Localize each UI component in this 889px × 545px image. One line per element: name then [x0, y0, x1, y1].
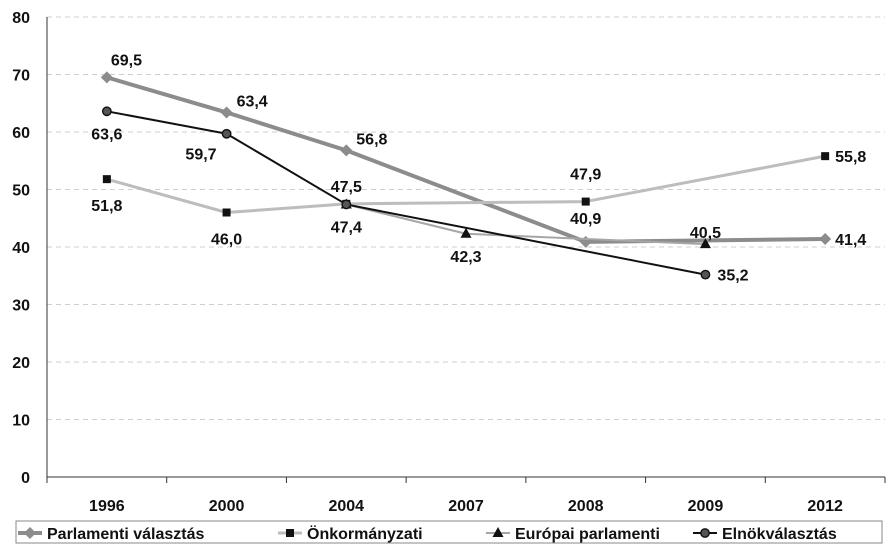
data-labels: 69,5 63,4 56,8 40,9 41,4 51,8 46,0 47,5 47,9 55,8…	[91, 52, 866, 284]
data-label: 42,3	[450, 249, 481, 266]
legend-item: Parlamenti választás	[18, 526, 205, 543]
data-point-marker	[581, 197, 590, 206]
data-point-marker	[699, 238, 711, 249]
data-point-marker	[222, 208, 231, 217]
data-label: 69,5	[111, 52, 142, 69]
data-label: 46,0	[211, 232, 242, 249]
legend-item: Önkormányzati	[278, 524, 423, 543]
legend: Parlamenti választás Önkormányzati Európai…	[15, 520, 883, 544]
legend-marker	[492, 527, 504, 537]
gridlines	[47, 16, 885, 420]
y-tick-label: 20	[12, 355, 30, 372]
data-label: 63,4	[237, 93, 268, 110]
series-Elnökválasztás	[101, 106, 711, 280]
data-point-marker	[460, 227, 472, 238]
data-label: 41,4	[835, 232, 866, 249]
legend-box	[15, 520, 883, 544]
data-label: 47,9	[570, 167, 601, 184]
data-label: 63,6	[91, 126, 122, 143]
series-line	[106, 154, 826, 214]
data-point-marker	[579, 235, 592, 248]
x-tick-label: 1996	[89, 498, 125, 515]
y-tick-label: 70	[12, 68, 30, 85]
y-tick-label: 10	[12, 413, 30, 430]
data-point-marker	[221, 128, 232, 139]
data-label: 55,8	[835, 149, 866, 166]
data-label: 40,5	[690, 225, 721, 242]
data-label: 56,8	[356, 131, 387, 148]
y-tick-label: 40	[12, 240, 30, 257]
series-group	[100, 71, 832, 280]
data-point-marker	[220, 106, 233, 119]
legend-label: Önkormányzati	[307, 524, 423, 543]
data-label: 35,2	[717, 268, 748, 285]
data-point-marker	[102, 175, 111, 184]
x-tick-label: 2007	[448, 498, 484, 515]
legend-marker	[700, 528, 710, 538]
legend-item: Elnökválasztás	[693, 526, 837, 543]
data-point-marker	[821, 152, 830, 161]
y-tick-label: 50	[12, 183, 30, 200]
data-label: 40,9	[570, 211, 601, 228]
x-tick-label: 2009	[688, 498, 724, 515]
y-tick-label: 30	[12, 298, 30, 315]
data-point-marker	[819, 232, 832, 245]
data-label: 51,8	[91, 198, 122, 215]
legend-label: Európai parlamenti	[515, 526, 660, 543]
legend-label: Parlamenti választás	[47, 526, 205, 543]
y-tick-label: 60	[12, 125, 30, 142]
legend-marker	[286, 529, 294, 537]
x-tick-label: 2004	[328, 498, 364, 515]
x-tick-label: 2012	[807, 498, 843, 515]
y-tick-label: 0	[21, 470, 30, 487]
series-line	[346, 203, 706, 246]
data-point-marker	[100, 71, 113, 84]
data-point-marker	[340, 144, 353, 157]
x-tick-label: 2008	[568, 498, 604, 515]
legend-label: Elnökválasztás	[722, 526, 837, 543]
data-label: 47,5	[331, 179, 362, 196]
legend-marker	[24, 527, 36, 539]
data-point-marker	[700, 269, 711, 280]
y-tick-label: 80	[12, 10, 30, 27]
series-line	[106, 110, 706, 276]
data-label: 59,7	[185, 147, 216, 164]
x-tick-label: 2000	[209, 498, 245, 515]
data-point-marker	[101, 106, 112, 117]
legend-item: Európai parlamenti	[486, 526, 660, 543]
axes: 0 10 20 30 40 50 60 70 80 1996 2000 2004 2007 2008 200…	[12, 10, 886, 515]
data-point-marker	[341, 199, 352, 210]
data-label: 47,4	[331, 219, 362, 236]
